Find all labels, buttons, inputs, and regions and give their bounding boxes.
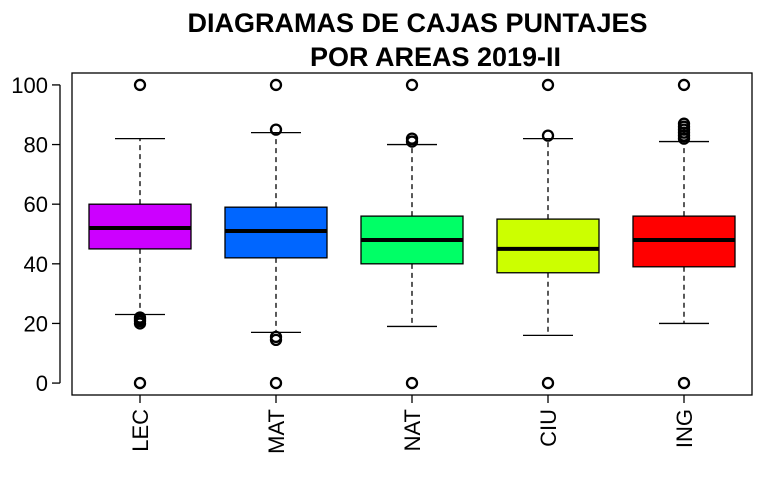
x-tick-label: ING xyxy=(672,409,697,448)
x-tick-label: MAT xyxy=(264,409,289,454)
chart-title-line-2: POR AREAS 2019-II xyxy=(309,42,562,72)
y-tick-label: 40 xyxy=(24,252,48,277)
outlier-point xyxy=(677,78,691,92)
y-tick-label: 20 xyxy=(24,311,48,336)
y-tick-label: 0 xyxy=(36,371,48,396)
outlier-point xyxy=(677,117,691,130)
x-tick-label: CIU xyxy=(536,409,561,447)
x-tick-label: LEC xyxy=(128,409,153,452)
y-tick-label: 60 xyxy=(24,192,48,217)
outlier-point xyxy=(405,132,419,145)
outlier-point xyxy=(677,376,691,390)
x-tick-label: NAT xyxy=(400,409,425,451)
outlier-point xyxy=(541,78,555,92)
outlier-point xyxy=(541,376,555,390)
outlier-point xyxy=(269,78,283,92)
outlier-point xyxy=(405,376,419,390)
outlier-point xyxy=(133,311,147,324)
outlier-point xyxy=(133,376,147,390)
outlier-point xyxy=(269,376,283,390)
outlier-point xyxy=(133,78,147,92)
box-ciu xyxy=(496,218,600,274)
y-tick-label: 100 xyxy=(11,73,48,98)
outlier-point xyxy=(541,129,555,142)
y-tick-label: 80 xyxy=(24,133,48,158)
outlier-point xyxy=(269,330,283,344)
outlier-point xyxy=(269,123,283,136)
outlier-point xyxy=(405,78,419,92)
chart-title-line-1: DIAGRAMAS DE CAJAS PUNTAJES xyxy=(187,8,648,38)
